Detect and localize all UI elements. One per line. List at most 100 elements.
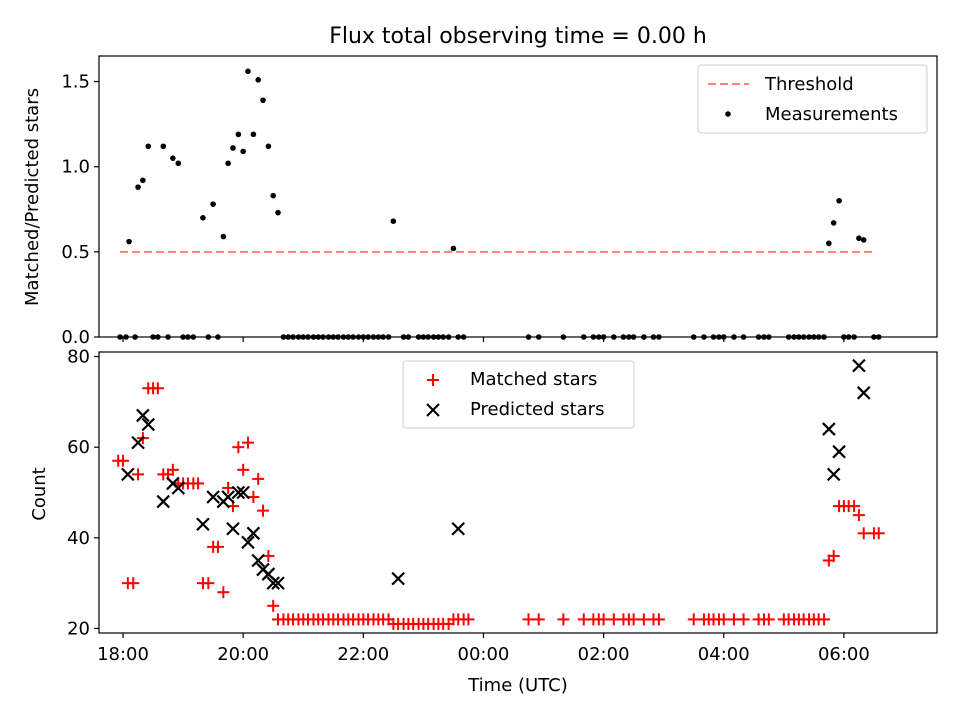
measurements-legend-swatch <box>725 111 731 117</box>
bottom-plot-frame <box>98 351 938 634</box>
matched-star-point <box>211 540 224 553</box>
matched-star-point <box>737 613 750 626</box>
measurement-point <box>210 201 216 207</box>
measurement-point <box>225 160 231 167</box>
predicted-star-point <box>832 444 846 459</box>
predicted-star-point <box>852 358 866 373</box>
top-x-axis <box>122 337 845 342</box>
measurement-point <box>450 245 457 252</box>
matched-star-point <box>151 382 164 395</box>
bottom-x-axis: 18:00 20:00 22:00 00:00 02:00 04:00 06:00 <box>97 633 870 665</box>
predicted-star-point <box>391 571 405 586</box>
predicted-star-point <box>246 526 261 541</box>
matched-star-point <box>597 613 610 626</box>
bottom-legend: Matched stars Predicted stars <box>402 360 635 429</box>
matched-star-point <box>247 491 260 504</box>
measurement-point <box>856 235 862 242</box>
matched-star-point <box>627 613 640 626</box>
bottom-x-tick-label: 22:00 <box>337 644 389 665</box>
predicted-legend-swatch <box>426 403 440 417</box>
bottom-x-tick-label: 20:00 <box>217 644 269 665</box>
bottom-y-tick-label: 80 <box>67 347 90 368</box>
measurement-point <box>255 77 261 83</box>
matched-star-point <box>267 599 280 612</box>
top-y-tick-label: 1.0 <box>61 157 90 178</box>
predicted-star-point <box>822 422 836 436</box>
matched-star-point <box>872 527 885 540</box>
measurement-point <box>220 233 227 240</box>
bottom-panel: 20 40 60 80 18:00 20:00 22:00 00:00 02:00 04:00 0… <box>29 347 938 696</box>
matched-star-point <box>202 577 215 590</box>
matched-star-point <box>532 613 545 626</box>
bottom-y-tick-label: 60 <box>67 437 90 458</box>
predicted-star-point <box>856 386 871 400</box>
measurement-point <box>260 97 266 104</box>
measurement-point <box>135 184 141 190</box>
matched-star-point <box>241 436 254 449</box>
measurement-point <box>235 131 242 138</box>
matched-legend-label: Matched stars <box>470 369 597 390</box>
measurement-point <box>390 218 397 224</box>
matched-star-point <box>132 468 145 481</box>
predicted-star-point <box>271 576 285 590</box>
measurements-legend-label: Measurements <box>765 104 898 125</box>
matched-star-point <box>818 613 831 626</box>
top-y-tick-label: 1.5 <box>61 72 90 93</box>
matched-star-point <box>848 500 861 513</box>
bottom-x-tick-label: 06:00 <box>818 644 870 665</box>
bottom-legend-box <box>402 360 635 429</box>
threshold-legend-label: Threshold <box>764 74 854 95</box>
measurement-point <box>145 143 152 150</box>
bottom-x-tick-label: 00:00 <box>458 644 510 665</box>
matched-star-point <box>192 477 205 490</box>
top-legend: Threshold Measurements <box>697 64 928 134</box>
matched-star-point <box>256 504 269 517</box>
matched-star-point <box>127 577 140 590</box>
bottom-y-axis-label: Count <box>29 467 50 520</box>
top-plot-frame <box>98 55 938 338</box>
bottom-x-tick-label: 02:00 <box>578 644 630 665</box>
measurement-point <box>126 238 132 245</box>
matched-star-point <box>252 472 265 485</box>
predicted-stars-series <box>121 358 871 590</box>
top-y-tick-label: 0.5 <box>61 242 90 263</box>
measurement-point <box>200 214 206 221</box>
predicted-star-point <box>131 435 145 450</box>
matched-star-point <box>237 463 250 476</box>
measurement-point <box>836 197 842 204</box>
measurement-point <box>175 160 182 167</box>
measurement-point <box>240 148 246 155</box>
predicted-star-point <box>206 490 220 504</box>
measurement-point <box>275 209 281 216</box>
measurement-point <box>230 145 236 151</box>
measurement-point <box>160 143 167 150</box>
matched-star-point <box>522 613 535 626</box>
bottom-y-axis: 20 40 60 80 <box>67 347 99 639</box>
top-y-tick-label: 0.0 <box>61 327 90 348</box>
predicted-star-point <box>121 467 135 482</box>
matched-star-point <box>462 613 475 626</box>
predicted-legend-label: Predicted stars <box>470 399 604 420</box>
measurement-point <box>140 177 146 184</box>
matched-star-point <box>222 481 235 494</box>
top-panel: 0.0 0.5 1.0 1.5 Matched/Predicted stars Thr… <box>22 55 938 348</box>
predicted-star-point <box>236 485 250 500</box>
measurement-point <box>265 143 272 150</box>
matched-star-point <box>217 586 230 599</box>
top-y-axis-label: Matched/Predicted stars <box>22 88 43 306</box>
bottom-x-tick-label: 18:00 <box>97 644 149 665</box>
predicted-star-point <box>226 521 240 536</box>
matched-legend-swatch <box>427 374 439 386</box>
predicted-star-point <box>171 481 186 495</box>
predicted-star-point <box>241 535 255 550</box>
measurement-point <box>830 220 837 226</box>
top-y-axis: 0.0 0.5 1.0 1.5 <box>61 72 99 348</box>
predicted-star-point <box>141 417 156 432</box>
matched-star-point <box>652 613 665 626</box>
matched-star-point <box>262 549 275 562</box>
matched-stars-series <box>112 382 885 630</box>
bottom-y-tick-label: 40 <box>67 528 90 549</box>
predicted-star-point <box>231 485 246 500</box>
predicted-star-point <box>136 408 150 423</box>
